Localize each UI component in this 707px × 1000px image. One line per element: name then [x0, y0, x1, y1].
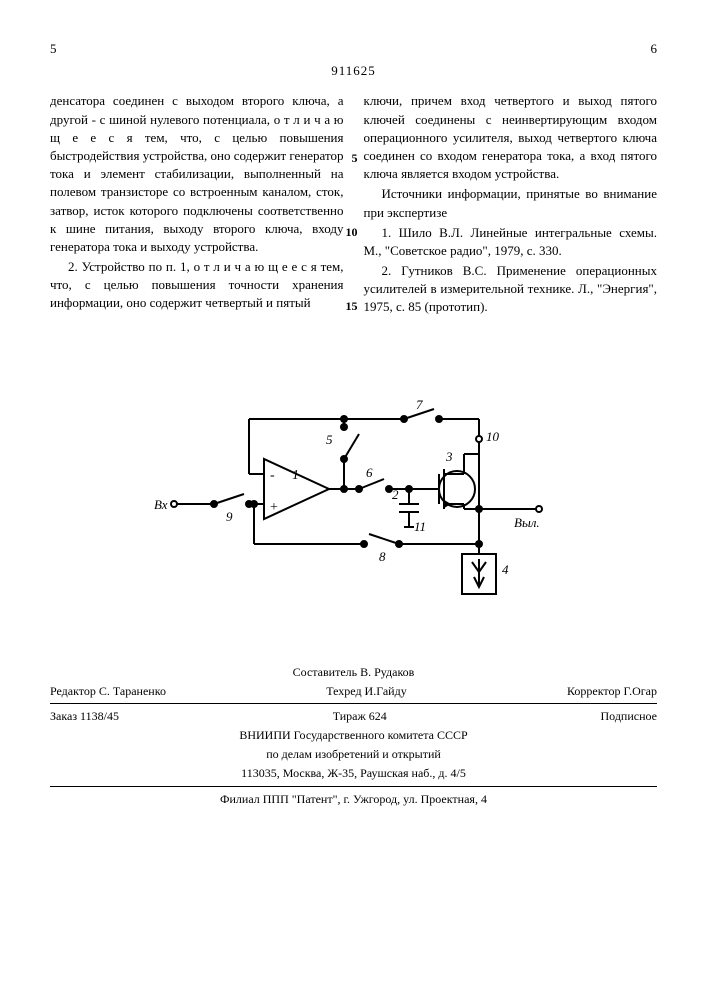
footer-techred: Техред И.Гайду	[326, 683, 406, 700]
svg-text:1: 1	[292, 468, 299, 483]
svg-text:5: 5	[326, 432, 333, 447]
footer-editor: Редактор С. Тараненко	[50, 683, 166, 700]
footer-tirage: Тираж 624	[333, 708, 387, 725]
svg-text:+: +	[270, 500, 278, 515]
svg-text:9: 9	[226, 509, 233, 524]
reference-1: 1. Шило В.Л. Линейные интегральные схемы…	[364, 224, 658, 260]
page-right: 6	[651, 40, 658, 58]
footer-address: 113035, Москва, Ж-35, Раушская наб., д. …	[50, 765, 657, 782]
circuit-svg: 1 - + Вх 9 7 5	[144, 359, 564, 619]
footer-subscription: Подписное	[601, 708, 658, 725]
svg-text:-: -	[270, 468, 275, 483]
line-marker-5: 5	[352, 150, 358, 167]
line-marker-10: 10	[346, 224, 358, 241]
svg-text:11: 11	[414, 519, 426, 534]
svg-text:7: 7	[416, 397, 423, 412]
svg-text:2: 2	[392, 487, 399, 502]
circuit-diagram: 1 - + Вх 9 7 5	[50, 359, 657, 624]
svg-text:8: 8	[379, 549, 386, 564]
claim-1-text: денсатора соединен с выходом второго клю…	[50, 92, 344, 256]
svg-text:10: 10	[486, 429, 500, 444]
right-p1: ключи, причем вход четвертого и выход пя…	[364, 92, 658, 183]
svg-text:3: 3	[445, 449, 453, 464]
doc-number: 911625	[50, 62, 657, 80]
footer-corrector: Корректор Г.Огар	[567, 683, 657, 700]
left-column: 5 10 15 денсатора соединен с выходом вто…	[50, 92, 344, 318]
claim-2-text: 2. Устройство по п. 1, о т л и ч а ю щ е…	[50, 258, 344, 313]
svg-text:Вх: Вх	[154, 497, 168, 512]
right-column: ключи, причем вход четвертого и выход пя…	[364, 92, 658, 318]
svg-text:4: 4	[502, 562, 509, 577]
reference-2: 2. Гутников В.С. Применение операционных…	[364, 262, 658, 317]
footer-branch: Филиал ППП "Патент", г. Ужгород, ул. Про…	[50, 791, 657, 808]
svg-text:6: 6	[366, 465, 373, 480]
footer-org1: ВНИИПИ Государственного комитета СССР	[50, 727, 657, 744]
page-left: 5	[50, 40, 57, 58]
svg-text:Выл.: Выл.	[514, 515, 540, 530]
sources-title: Источники информации, принятые во вниман…	[364, 185, 658, 221]
line-marker-15: 15	[346, 298, 358, 315]
footer-compiler: Составитель В. Рудаков	[50, 664, 657, 681]
footer-order: Заказ 1138/45	[50, 708, 119, 725]
footer-org2: по делам изобретений и открытий	[50, 746, 657, 763]
footer-block: Составитель В. Рудаков Редактор С. Таран…	[50, 664, 657, 808]
text-columns: 5 10 15 денсатора соединен с выходом вто…	[50, 92, 657, 318]
